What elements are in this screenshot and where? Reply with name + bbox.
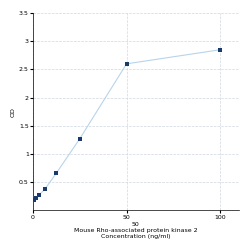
Point [78,137,82,141]
Point [218,48,222,52]
Point [124,62,128,66]
Point [32,198,36,202]
Point [43,188,47,192]
Point [34,196,38,200]
X-axis label: 50
Mouse Rho-associated protein kinase 2
Concentration (ng/ml): 50 Mouse Rho-associated protein kinase 2… [74,222,198,239]
Point [54,171,58,175]
Y-axis label: OD: OD [11,107,16,117]
Point [37,193,41,197]
